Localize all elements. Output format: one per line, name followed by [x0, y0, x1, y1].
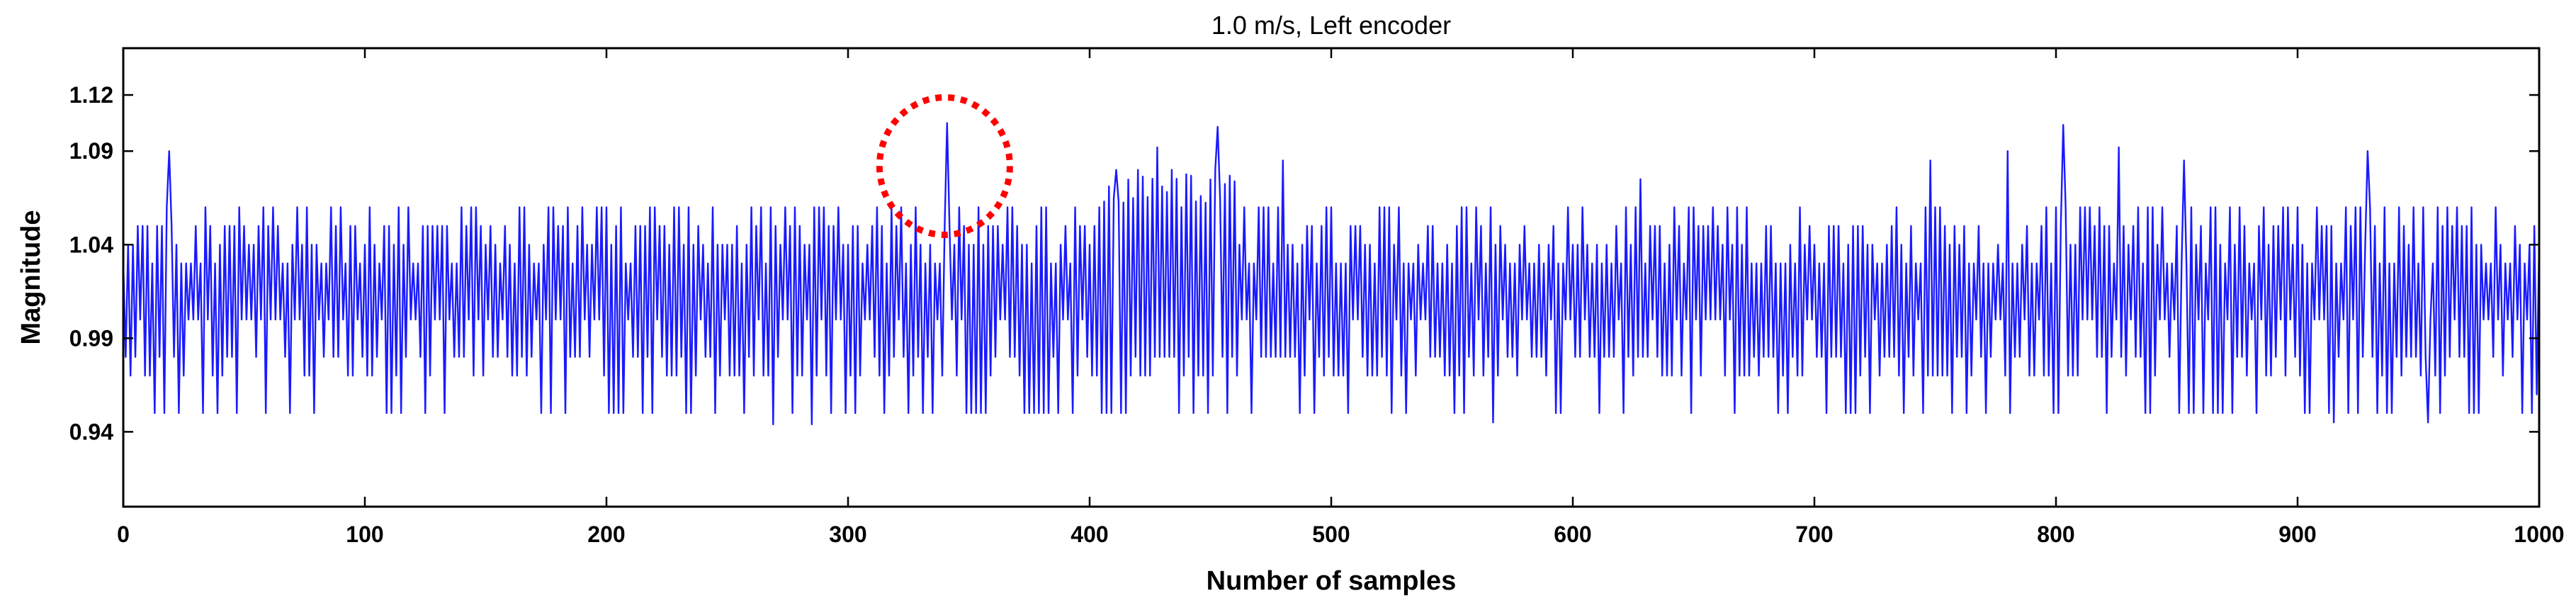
x-tick-label: 800	[2037, 522, 2074, 547]
series-line	[122, 122, 2541, 425]
x-tick-label: 0	[117, 522, 130, 547]
x-tick-label: 700	[1795, 522, 1833, 547]
y-tick-label: 0.99	[69, 325, 113, 351]
x-tick-label: 400	[1070, 522, 1108, 547]
x-tick-label: 600	[1554, 522, 1591, 547]
y-axis-title: Magnitude	[16, 210, 46, 345]
y-tick-label: 1.09	[69, 138, 113, 164]
x-tick-label: 500	[1312, 522, 1350, 547]
y-tick-label: 1.12	[69, 82, 113, 108]
x-tick-label: 100	[346, 522, 383, 547]
chart-title: 1.0 m/s, Left encoder	[1211, 11, 1451, 40]
highlight-circle	[876, 94, 1013, 238]
x-axis-title: Number of samples	[1207, 566, 1457, 596]
x-tick-label: 300	[829, 522, 866, 547]
x-tick-label: 1000	[2514, 522, 2564, 547]
x-tick-label: 200	[587, 522, 625, 547]
y-tick-label: 1.04	[69, 232, 113, 257]
x-tick-label: 900	[2278, 522, 2316, 547]
y-tick-label: 0.94	[69, 419, 113, 444]
